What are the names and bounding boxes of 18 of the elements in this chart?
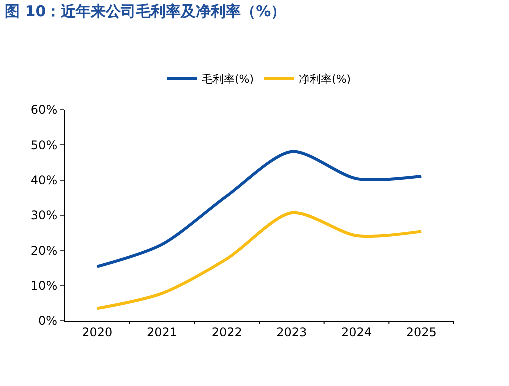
legend-label: 毛利率(%): [202, 72, 254, 86]
x-tick-label: 2025: [406, 325, 437, 340]
y-tick-label: 40%: [30, 174, 58, 188]
y-tick-label: 60%: [30, 103, 58, 118]
x-tick-label: 2024: [341, 325, 372, 340]
y-tick-label: 30%: [30, 208, 58, 223]
legend-label: 净利率(%): [299, 72, 352, 86]
y-tick-label: 20%: [30, 244, 58, 258]
x-tick-label: 2021: [146, 325, 178, 340]
x-tick-label: 2020: [82, 325, 113, 340]
y-tick-label: 0%: [38, 314, 58, 328]
y-tick-label: 10%: [30, 279, 58, 294]
line-series: [96, 211, 424, 310]
x-tick-label: 2022: [212, 325, 242, 340]
x-tick-label: 2023: [276, 325, 308, 340]
chart-title: 图 10：近年来公司毛利率及净利率（%）: [5, 2, 286, 20]
y-tick-label: 50%: [30, 138, 58, 152]
line-series: [96, 150, 424, 268]
